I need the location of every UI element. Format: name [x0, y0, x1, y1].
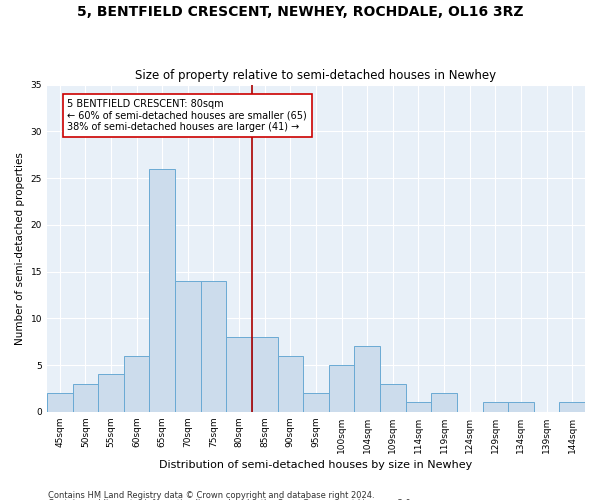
- Bar: [559, 402, 585, 412]
- Bar: [200, 281, 226, 412]
- Bar: [482, 402, 508, 412]
- Bar: [303, 393, 329, 412]
- Text: Contains HM Land Registry data © Crown copyright and database right 2024.: Contains HM Land Registry data © Crown c…: [48, 490, 374, 500]
- Bar: [355, 346, 380, 412]
- Bar: [124, 356, 149, 412]
- Bar: [149, 168, 175, 412]
- Title: Size of property relative to semi-detached houses in Newhey: Size of property relative to semi-detach…: [136, 69, 497, 82]
- Bar: [278, 356, 303, 412]
- Text: Contains public sector information licensed under the Open Government Licence v3: Contains public sector information licen…: [48, 499, 413, 500]
- Bar: [329, 365, 355, 412]
- Bar: [175, 281, 200, 412]
- Bar: [252, 337, 278, 412]
- Bar: [226, 337, 252, 412]
- Bar: [431, 393, 457, 412]
- Bar: [406, 402, 431, 412]
- Bar: [47, 393, 73, 412]
- Bar: [98, 374, 124, 412]
- X-axis label: Distribution of semi-detached houses by size in Newhey: Distribution of semi-detached houses by …: [160, 460, 473, 470]
- Text: 5 BENTFIELD CRESCENT: 80sqm
← 60% of semi-detached houses are smaller (65)
38% o: 5 BENTFIELD CRESCENT: 80sqm ← 60% of sem…: [67, 98, 307, 132]
- Text: 5, BENTFIELD CRESCENT, NEWHEY, ROCHDALE, OL16 3RZ: 5, BENTFIELD CRESCENT, NEWHEY, ROCHDALE,…: [77, 5, 523, 19]
- Bar: [508, 402, 534, 412]
- Y-axis label: Number of semi-detached properties: Number of semi-detached properties: [15, 152, 25, 344]
- Bar: [73, 384, 98, 412]
- Bar: [380, 384, 406, 412]
